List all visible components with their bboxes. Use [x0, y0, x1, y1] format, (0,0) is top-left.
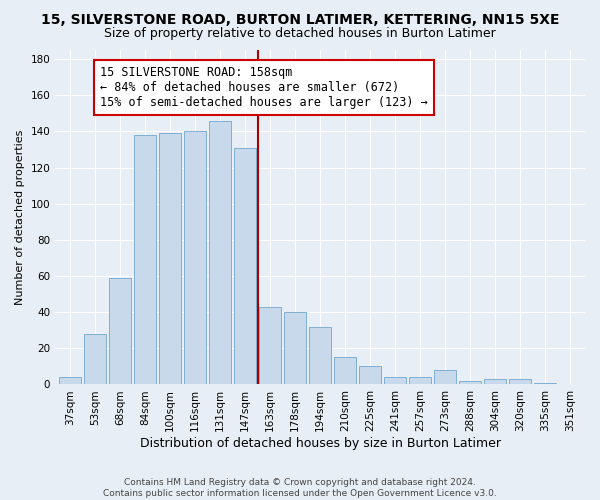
Bar [184, 132, 206, 384]
Bar [84, 334, 106, 384]
Bar [434, 370, 456, 384]
Bar [109, 278, 131, 384]
Bar [459, 381, 481, 384]
Text: 15 SILVERSTONE ROAD: 158sqm
← 84% of detached houses are smaller (672)
15% of se: 15 SILVERSTONE ROAD: 158sqm ← 84% of det… [100, 66, 428, 110]
Bar [209, 120, 232, 384]
Bar [309, 326, 331, 384]
Bar [234, 148, 256, 384]
Bar [134, 135, 157, 384]
Bar [259, 306, 281, 384]
Bar [484, 379, 506, 384]
Bar [409, 377, 431, 384]
Bar [284, 312, 307, 384]
Bar [334, 358, 356, 384]
Bar [384, 377, 406, 384]
Bar [359, 366, 382, 384]
Bar [59, 377, 82, 384]
Bar [534, 382, 556, 384]
Text: Contains HM Land Registry data © Crown copyright and database right 2024.
Contai: Contains HM Land Registry data © Crown c… [103, 478, 497, 498]
Bar [159, 133, 181, 384]
Text: 15, SILVERSTONE ROAD, BURTON LATIMER, KETTERING, NN15 5XE: 15, SILVERSTONE ROAD, BURTON LATIMER, KE… [41, 12, 559, 26]
X-axis label: Distribution of detached houses by size in Burton Latimer: Distribution of detached houses by size … [140, 437, 500, 450]
Bar [509, 379, 531, 384]
Text: Size of property relative to detached houses in Burton Latimer: Size of property relative to detached ho… [104, 28, 496, 40]
Y-axis label: Number of detached properties: Number of detached properties [15, 130, 25, 305]
